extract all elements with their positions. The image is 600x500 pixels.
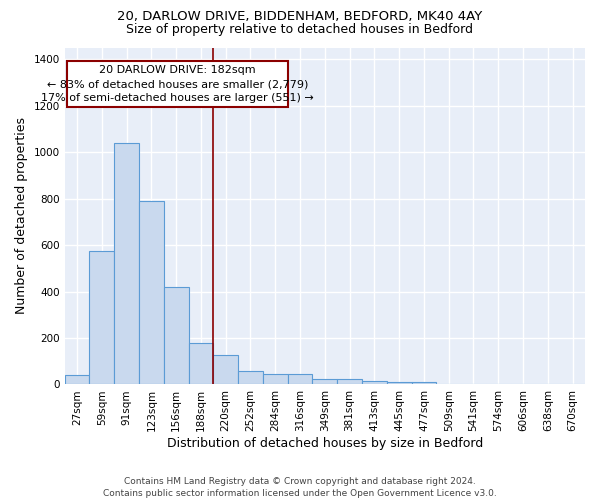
Bar (412, 382, 436, 384)
Bar (164, 287, 188, 384)
FancyBboxPatch shape (67, 62, 287, 107)
Text: 20, DARLOW DRIVE, BIDDENHAM, BEDFORD, MK40 4AY: 20, DARLOW DRIVE, BIDDENHAM, BEDFORD, MK… (118, 10, 482, 23)
Bar (188, 342, 214, 384)
Bar (238, 371, 263, 384)
Bar (114, 143, 139, 384)
Bar (387, 382, 412, 384)
Text: Size of property relative to detached houses in Bedford: Size of property relative to detached ho… (127, 22, 473, 36)
Bar (214, 356, 238, 384)
Bar (139, 201, 164, 384)
Text: 20 DARLOW DRIVE: 182sqm
← 83% of detached houses are smaller (2,779)
17% of semi: 20 DARLOW DRIVE: 182sqm ← 83% of detache… (41, 65, 314, 103)
Bar (362, 381, 387, 384)
Bar (263, 374, 287, 384)
Text: Contains HM Land Registry data © Crown copyright and database right 2024.
Contai: Contains HM Land Registry data © Crown c… (103, 476, 497, 498)
Bar (313, 378, 337, 384)
Y-axis label: Number of detached properties: Number of detached properties (15, 118, 28, 314)
Bar (65, 374, 89, 384)
Bar (287, 374, 313, 384)
Bar (89, 251, 114, 384)
X-axis label: Distribution of detached houses by size in Bedford: Distribution of detached houses by size … (167, 437, 483, 450)
Bar (337, 380, 362, 384)
